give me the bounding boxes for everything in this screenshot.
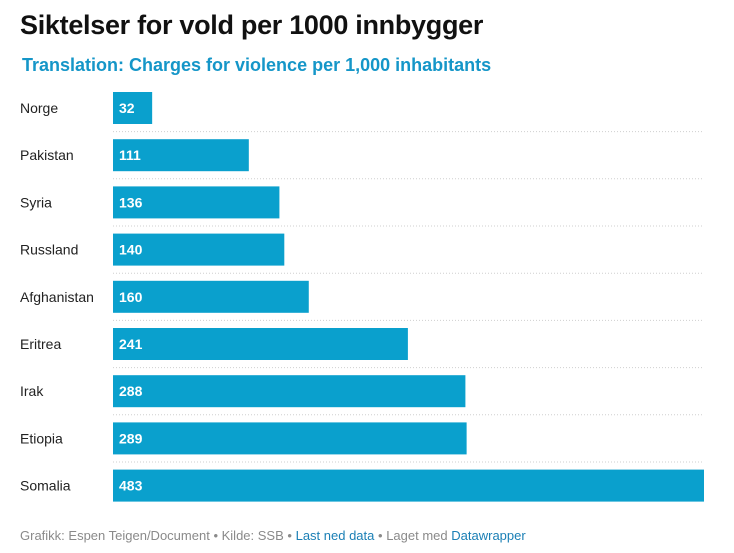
category-label: Norge <box>20 100 58 116</box>
bar <box>113 280 309 313</box>
made-with-text: Laget med <box>386 528 448 543</box>
datawrapper-link[interactable]: Datawrapper <box>451 528 526 543</box>
category-label: Pakistan <box>20 147 74 163</box>
chart-title: Siktelser for vold per 1000 innbygger <box>20 10 484 40</box>
value-label: 288 <box>119 383 143 399</box>
source-text: Kilde: SSB <box>221 528 284 543</box>
value-label: 483 <box>119 478 143 494</box>
value-label: 140 <box>119 242 143 258</box>
separator: • <box>287 528 292 543</box>
value-label: 241 <box>119 336 143 352</box>
value-label: 160 <box>119 289 143 305</box>
value-label: 136 <box>119 194 143 210</box>
category-label: Irak <box>20 383 44 399</box>
separator: • <box>378 528 383 543</box>
bar <box>113 92 153 124</box>
category-label: Syria <box>20 194 52 210</box>
chart-subtitle: Translation: Charges for violence per 1,… <box>22 55 492 75</box>
value-label: 289 <box>119 430 143 446</box>
value-label: 32 <box>119 100 135 116</box>
bar <box>113 375 466 408</box>
bar <box>113 469 704 502</box>
category-label: Somalia <box>20 478 71 494</box>
category-label: Russland <box>20 242 78 258</box>
bar <box>113 186 280 219</box>
value-label: 111 <box>119 147 141 163</box>
bar <box>113 422 467 455</box>
category-label: Eritrea <box>20 336 61 352</box>
bar <box>113 328 408 360</box>
bar <box>113 139 249 172</box>
chart-footer: Grafikk: Espen Teigen/Document • Kilde: … <box>20 528 526 543</box>
download-data-link[interactable]: Last ned data <box>295 528 375 543</box>
category-label: Etiopia <box>20 430 63 446</box>
category-label: Afghanistan <box>20 289 94 305</box>
separator: • <box>213 528 218 543</box>
credit-text: Grafikk: Espen Teigen/Document <box>20 528 210 543</box>
bar-chart: Norge 32 Pakistan 111 Syria 136 Russland 140 Afg… <box>20 92 704 502</box>
bar <box>113 233 285 266</box>
